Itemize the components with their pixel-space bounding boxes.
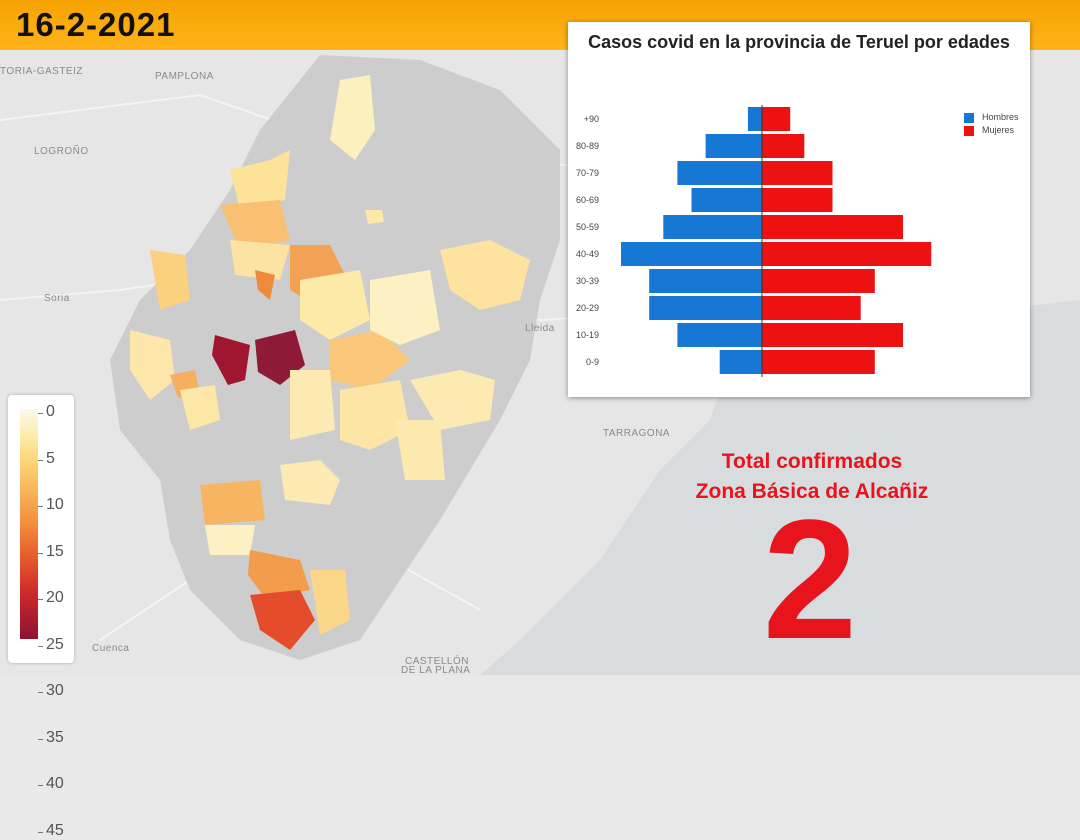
age-tick-label: 50-59 (576, 222, 599, 232)
age-pyramid-chart: +90 80-89 70-79 60-69 50-59 40-49 30-39 20-29 10… (576, 105, 932, 377)
bar-hombres-60-69 (691, 188, 762, 212)
legend-label: 10 (46, 496, 64, 513)
city-label-tarragona: TARRAGONA (603, 428, 671, 439)
legend-label: 5 (46, 449, 55, 467)
age-tick-label: 60-69 (576, 195, 599, 205)
age-tick-label: 40-49 (576, 249, 599, 259)
legend-swatch-hombres (964, 113, 974, 123)
bar-hombres-30-39 (649, 269, 762, 293)
legend-label: 40 (46, 775, 64, 792)
bar-hombres-40-49 (621, 242, 762, 266)
date-label: 16-2-2021 (16, 6, 176, 43)
color-scale-legend: 0 5 10 15 20 25 30 35 40 45 (8, 395, 74, 839)
city-label-vitoria: toria-Gasteiz (0, 66, 83, 77)
age-tick-label: 70-79 (576, 168, 599, 178)
legend-tick (38, 552, 43, 554)
city-label-castellon: CASTELLÓN (405, 656, 469, 667)
city-label-logrono: LOGROÑO (34, 146, 89, 157)
bar-hombres-70-79 (677, 161, 762, 185)
bar-mujeres-60-69 (762, 188, 833, 212)
bar-mujeres-80-89 (762, 134, 805, 158)
legend-tick (38, 459, 43, 461)
bar-mujeres-30-39 (762, 269, 875, 293)
legend-label: 45 (46, 821, 64, 839)
legend-label: 0 (46, 403, 55, 420)
bar-mujeres-50-59 (762, 215, 903, 239)
age-tick-label: 20-29 (576, 303, 599, 313)
bar-hombres-+90 (747, 107, 762, 131)
age-tick-label: 10-19 (576, 330, 599, 340)
age-tick-label: 30-39 (576, 276, 599, 286)
city-label-soria: Soria (44, 293, 70, 304)
legend-label: 30 (46, 682, 64, 699)
legend-tick (38, 413, 43, 414)
total-confirmed-number: 2 (762, 485, 858, 675)
bar-mujeres-+90 (762, 107, 791, 131)
color-scale-bar (20, 409, 38, 639)
legend-swatch-mujeres (964, 126, 974, 136)
legend-label: 15 (46, 542, 64, 560)
legend-label-mujeres: Mujeres (982, 125, 1015, 135)
total-confirmed-label: Total confirmados (721, 450, 903, 473)
city-label-pamplona: PAMPLONA (155, 71, 214, 82)
bar-hombres-10-19 (677, 323, 762, 347)
legend-tick (38, 692, 43, 693)
age-tick-label: +90 (584, 114, 599, 124)
legend-label: 25 (46, 635, 64, 653)
legend-label: 20 (46, 589, 64, 606)
legend-tick (38, 645, 43, 647)
age-pyramid-panel: Casos covid en la provincia de Teruel po… (568, 22, 1030, 397)
legend-tick (38, 599, 43, 600)
bar-mujeres-70-79 (762, 161, 833, 185)
bar-mujeres-10-19 (762, 323, 903, 347)
bar-hombres-0-9 (719, 350, 762, 374)
chart-title: Casos covid en la provincia de Teruel po… (588, 32, 1010, 52)
legend-tick (38, 738, 43, 740)
legend-tick (38, 831, 43, 833)
legend-label: 35 (46, 728, 64, 746)
city-label-cuenca: Cuenca (92, 643, 130, 654)
legend-tick (38, 506, 43, 507)
bar-mujeres-0-9 (762, 350, 875, 374)
bar-mujeres-20-29 (762, 296, 861, 320)
bar-hombres-80-89 (705, 134, 762, 158)
bar-hombres-50-59 (663, 215, 762, 239)
legend-label-hombres: Hombres (982, 112, 1019, 122)
bar-hombres-20-29 (649, 296, 762, 320)
health-zone-label: Zona Básica de Alcañiz (695, 480, 929, 503)
city-label-lleida: Lleida (525, 323, 555, 334)
age-tick-label: 0-9 (586, 357, 599, 367)
city-label-castellon-2: DE LA PLANA (401, 665, 471, 676)
bar-mujeres-40-49 (762, 242, 932, 266)
age-tick-label: 80-89 (576, 141, 599, 151)
legend-tick (38, 785, 43, 786)
